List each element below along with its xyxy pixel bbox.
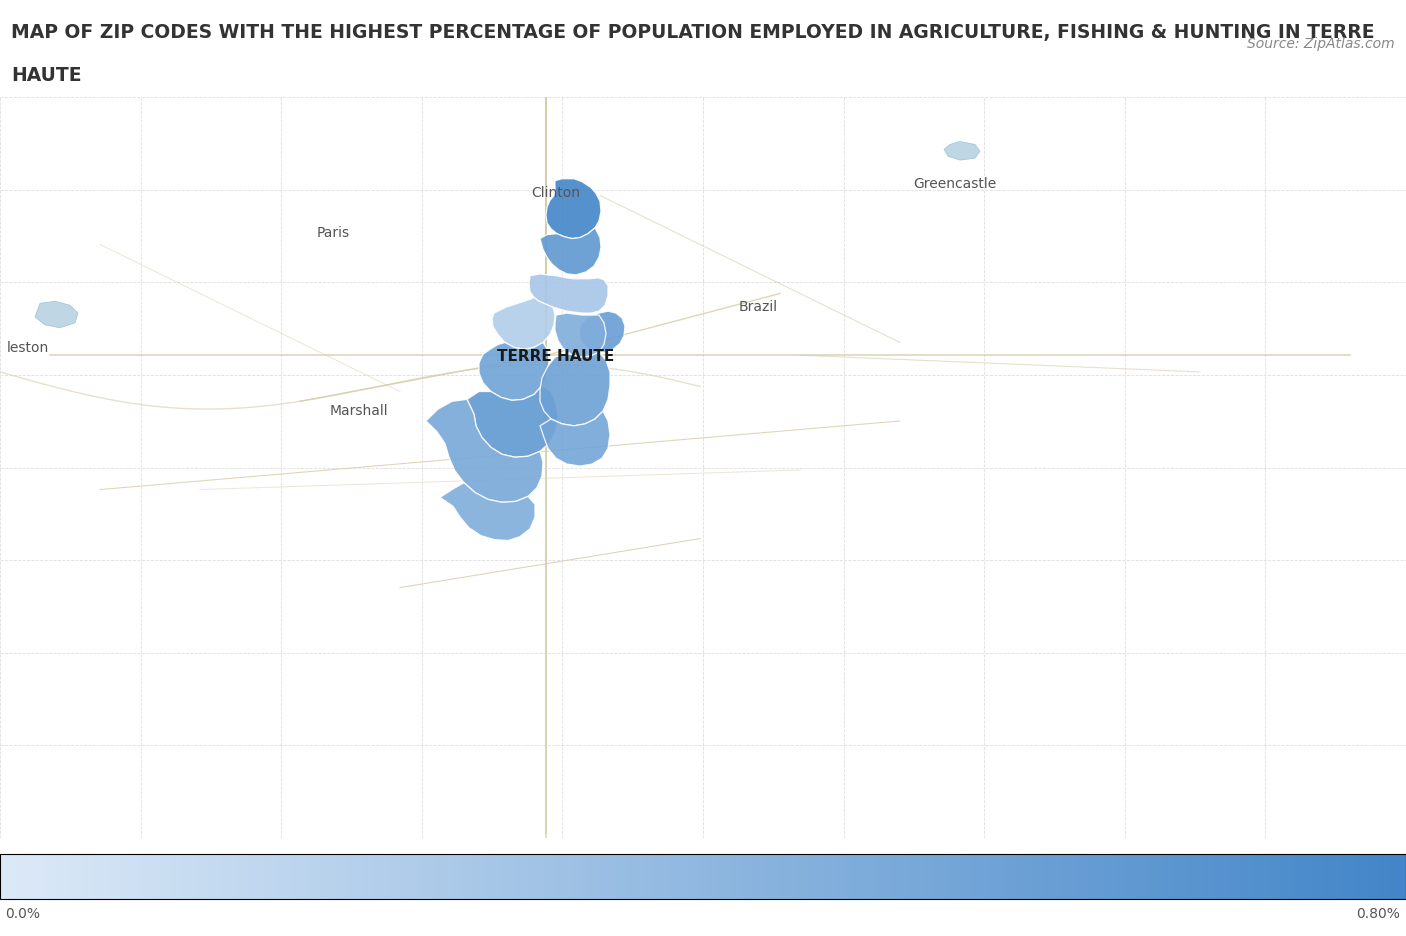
Polygon shape	[467, 387, 558, 458]
Polygon shape	[540, 353, 610, 427]
Polygon shape	[540, 412, 610, 466]
Polygon shape	[579, 312, 626, 353]
Polygon shape	[426, 400, 543, 503]
Text: Clinton: Clinton	[531, 185, 581, 199]
Text: Greencastle: Greencastle	[914, 177, 997, 191]
Polygon shape	[35, 302, 77, 329]
Polygon shape	[540, 228, 600, 275]
Text: MAP OF ZIP CODES WITH THE HIGHEST PERCENTAGE OF POPULATION EMPLOYED IN AGRICULTU: MAP OF ZIP CODES WITH THE HIGHEST PERCEN…	[11, 23, 1375, 42]
Polygon shape	[479, 344, 548, 401]
Text: 0.0%: 0.0%	[6, 906, 41, 920]
Polygon shape	[529, 274, 607, 314]
Text: leston: leston	[7, 341, 49, 355]
Text: Source: ZipAtlas.com: Source: ZipAtlas.com	[1247, 37, 1395, 51]
Polygon shape	[546, 180, 600, 240]
Polygon shape	[492, 298, 555, 350]
Polygon shape	[943, 142, 980, 161]
Polygon shape	[555, 314, 606, 358]
Text: Paris: Paris	[316, 226, 350, 240]
Polygon shape	[440, 483, 536, 541]
Text: 0.80%: 0.80%	[1357, 906, 1400, 920]
Text: HAUTE: HAUTE	[11, 66, 82, 84]
Text: TERRE HAUTE: TERRE HAUTE	[498, 348, 614, 363]
Text: Brazil: Brazil	[738, 300, 778, 314]
Text: Marshall: Marshall	[329, 403, 388, 417]
